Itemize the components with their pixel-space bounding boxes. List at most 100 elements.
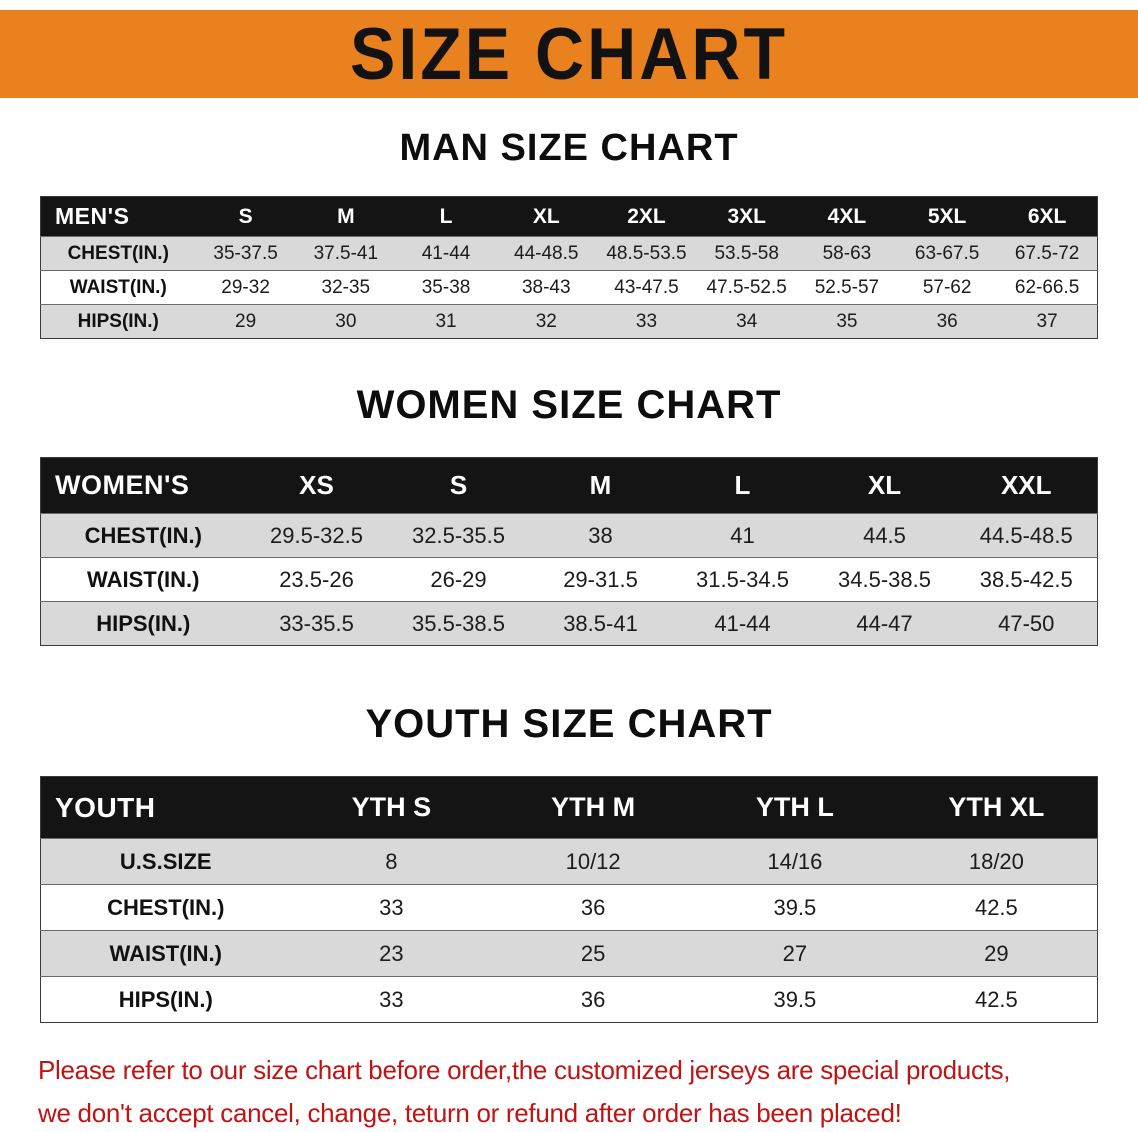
size-value-cell: 34 <box>696 304 797 339</box>
size-value-cell: 42.5 <box>895 976 1098 1023</box>
table-row: HIPS(IN.) 33 36 39.5 42.5 <box>40 976 1098 1023</box>
table-row: WAIST(IN.) 23.5-26 26-29 29-31.5 31.5-34.5 34… <box>40 557 1098 602</box>
page-title: SIZE CHART <box>350 12 788 96</box>
size-value-cell: 37 <box>997 304 1098 339</box>
size-value-cell: 38.5-41 <box>529 601 672 646</box>
column-header: YTH XL <box>895 776 1098 839</box>
women-size-table: WOMEN'S XS S M L XL XXL CHEST(IN.) 29.5-32.5 32.5… <box>40 457 1098 646</box>
column-header: YTH M <box>492 776 694 839</box>
row-label: U.S.SIZE <box>40 838 291 885</box>
size-value-cell: 14/16 <box>694 838 896 885</box>
size-value-cell: 38-43 <box>496 270 597 305</box>
size-value-cell: 44-48.5 <box>496 236 597 271</box>
size-value-cell: 47-50 <box>955 601 1098 646</box>
table-header-row: MEN'S S M L XL 2XL 3XL 4XL 5XL 6XL <box>40 196 1098 237</box>
column-header: S <box>195 196 296 237</box>
table-row: WAIST(IN.) 23 25 27 29 <box>40 930 1098 977</box>
column-header: YTH S <box>290 776 493 839</box>
table-row: CHEST(IN.) 33 36 39.5 42.5 <box>40 884 1098 931</box>
disclaimer: Please refer to our size chart before or… <box>38 1049 1138 1132</box>
size-value-cell: 34.5-38.5 <box>813 557 956 602</box>
size-value-cell: 23 <box>290 930 493 977</box>
column-header: M <box>295 196 396 237</box>
column-header: 5XL <box>897 196 998 237</box>
column-header: M <box>529 457 672 514</box>
size-value-cell: 29 <box>895 930 1098 977</box>
column-header: 2XL <box>596 196 697 237</box>
column-header: L <box>671 457 814 514</box>
table-header-row: WOMEN'S XS S M L XL XXL <box>40 457 1098 514</box>
column-header: L <box>395 196 497 237</box>
size-value-cell: 57-62 <box>897 270 998 305</box>
column-header: 4XL <box>796 196 898 237</box>
column-header: YTH L <box>694 776 896 839</box>
column-header: XL <box>496 196 597 237</box>
size-value-cell: 39.5 <box>694 884 896 931</box>
size-value-cell: 36 <box>492 884 694 931</box>
youth-size-chart-section: YOUTH SIZE CHART YOUTH YTH S YTH M YTH L YTH… <box>0 698 1138 1023</box>
size-value-cell: 33 <box>290 976 493 1023</box>
size-value-cell: 44-47 <box>813 601 956 646</box>
size-value-cell: 30 <box>295 304 396 339</box>
table-row: U.S.SIZE 8 10/12 14/16 18/20 <box>40 838 1098 885</box>
size-value-cell: 18/20 <box>895 838 1098 885</box>
men-size-chart-heading: MAN SIZE CHART <box>399 127 739 169</box>
size-value-cell: 33-35.5 <box>245 601 388 646</box>
size-value-cell: 38 <box>529 513 672 558</box>
size-value-cell: 39.5 <box>694 976 896 1023</box>
table-row: WAIST(IN.) 29-32 32-35 35-38 38-43 43-47.5 47.… <box>40 270 1098 305</box>
table-title-cell: MEN'S <box>40 196 196 237</box>
size-value-cell: 44.5 <box>813 513 956 558</box>
size-value-cell: 29-32 <box>195 270 296 305</box>
size-value-cell: 33 <box>596 304 697 339</box>
youth-size-table: YOUTH YTH S YTH M YTH L YTH XL U.S.SIZE 8 10/12… <box>40 776 1098 1023</box>
size-value-cell: 47.5-52.5 <box>696 270 797 305</box>
size-value-cell: 25 <box>492 930 694 977</box>
row-label: CHEST(IN.) <box>40 884 291 931</box>
size-value-cell: 8 <box>290 838 493 885</box>
size-value-cell: 44.5-48.5 <box>955 513 1098 558</box>
row-label: WAIST(IN.) <box>40 270 196 305</box>
size-value-cell: 63-67.5 <box>897 236 998 271</box>
column-header: S <box>387 457 530 514</box>
size-value-cell: 67.5-72 <box>997 236 1098 271</box>
row-label: HIPS(IN.) <box>40 976 291 1023</box>
table-header-row: YOUTH YTH S YTH M YTH L YTH XL <box>40 776 1098 839</box>
size-value-cell: 36 <box>492 976 694 1023</box>
size-value-cell: 42.5 <box>895 884 1098 931</box>
size-value-cell: 32 <box>496 304 597 339</box>
youth-size-chart-heading: YOUTH SIZE CHART <box>365 702 773 746</box>
size-chart-banner: SIZE CHART <box>0 10 1138 98</box>
table-title-cell: YOUTH <box>40 776 291 839</box>
size-value-cell: 41 <box>671 513 814 558</box>
size-value-cell: 32.5-35.5 <box>387 513 530 558</box>
size-value-cell: 26-29 <box>387 557 530 602</box>
size-value-cell: 31 <box>395 304 497 339</box>
column-header: XL <box>813 457 956 514</box>
disclaimer-line-2: we don't accept cancel, change, teturn o… <box>38 1098 902 1128</box>
size-value-cell: 10/12 <box>492 838 694 885</box>
size-value-cell: 33 <box>290 884 493 931</box>
table-row: HIPS(IN.) 33-35.5 35.5-38.5 38.5-41 41-44 44-… <box>40 601 1098 646</box>
size-value-cell: 35-37.5 <box>195 236 296 271</box>
size-value-cell: 38.5-42.5 <box>955 557 1098 602</box>
size-value-cell: 31.5-34.5 <box>671 557 814 602</box>
column-header: XXL <box>955 457 1098 514</box>
row-label: CHEST(IN.) <box>40 236 196 271</box>
column-header: 6XL <box>997 196 1098 237</box>
size-value-cell: 32-35 <box>295 270 396 305</box>
women-size-chart-section: WOMEN SIZE CHART WOMEN'S XS S M L XL XXL CHEST(… <box>0 379 1138 646</box>
size-value-cell: 27 <box>694 930 896 977</box>
size-value-cell: 62-66.5 <box>997 270 1098 305</box>
row-label: WAIST(IN.) <box>40 557 246 602</box>
size-value-cell: 48.5-53.5 <box>596 236 697 271</box>
size-value-cell: 23.5-26 <box>245 557 388 602</box>
row-label: HIPS(IN.) <box>40 304 196 339</box>
men-size-table: MEN'S S M L XL 2XL 3XL 4XL 5XL 6XL CHEST(IN.) 35-37… <box>40 196 1098 339</box>
table-row: CHEST(IN.) 29.5-32.5 32.5-35.5 38 41 44.5 44.5… <box>40 513 1098 558</box>
column-header: 3XL <box>696 196 797 237</box>
size-value-cell: 41-44 <box>671 601 814 646</box>
table-row: HIPS(IN.) 29 30 31 32 33 34 35 36 37 <box>40 304 1098 339</box>
row-label: CHEST(IN.) <box>40 513 246 558</box>
men-size-chart-section: MAN SIZE CHART MEN'S S M L XL 2XL 3XL 4XL 5XL 6XL… <box>0 124 1138 339</box>
